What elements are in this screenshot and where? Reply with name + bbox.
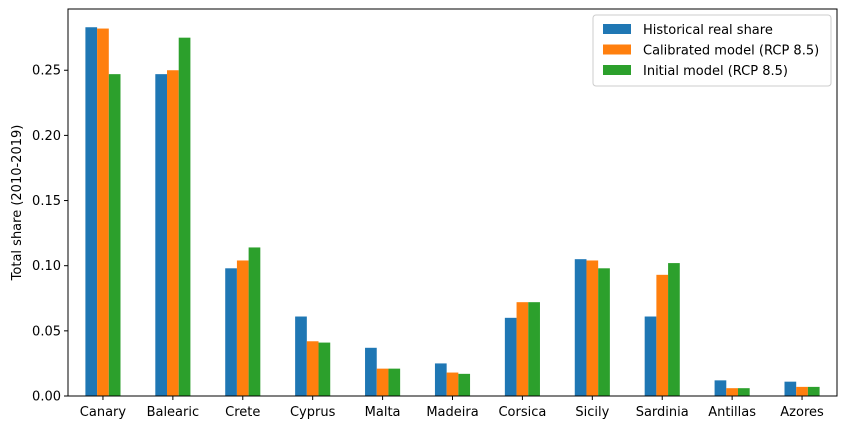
x-tick-label-azores: Azores bbox=[780, 405, 824, 420]
bars-group bbox=[85, 27, 820, 397]
bar-malta-series-3 bbox=[388, 368, 401, 396]
bar-corsica-series-2 bbox=[516, 302, 529, 396]
legend-swatch-1 bbox=[603, 24, 631, 34]
bar-canary-series-3 bbox=[108, 74, 121, 397]
bar-crete-series-2 bbox=[236, 260, 249, 396]
y-tick-label-3: 0.15 bbox=[32, 194, 61, 209]
bar-sicily-series-3 bbox=[598, 268, 610, 396]
bar-sardinia-series-1 bbox=[644, 316, 657, 396]
x-tick-label-crete: Crete bbox=[225, 405, 260, 420]
bar-sardinia-series-2 bbox=[656, 274, 669, 396]
bar-azores-series-2 bbox=[796, 386, 808, 396]
y-tick-label-0: 0.00 bbox=[32, 390, 61, 405]
y-axis-label: Total share (2010-2019) bbox=[10, 125, 25, 282]
bar-sicily-series-2 bbox=[586, 260, 599, 396]
bar-cyprus-series-2 bbox=[306, 341, 319, 396]
legend: Historical real share Calibrated model (R… bbox=[592, 14, 832, 87]
legend-label-2: Calibrated model (RCP 8.5) bbox=[643, 44, 819, 59]
x-tick-label-sicily: Sicily bbox=[575, 405, 609, 420]
bar-cyprus-series-1 bbox=[295, 316, 307, 396]
bar-malta-series-2 bbox=[376, 368, 389, 396]
bar-madeira-series-3 bbox=[458, 373, 471, 396]
bar-crete-series-1 bbox=[225, 268, 237, 396]
bar-madeira-series-1 bbox=[434, 363, 447, 396]
x-tick-label-madeira: Madeira bbox=[426, 405, 478, 420]
legend-swatch-2 bbox=[603, 44, 631, 55]
bar-crete-series-3 bbox=[248, 247, 261, 396]
y-tick-label-5: 0.25 bbox=[32, 64, 61, 79]
x-tick-label-balearic: Balearic bbox=[147, 405, 200, 420]
y-tick-label-1: 0.05 bbox=[32, 324, 61, 339]
bar-antillas-series-3 bbox=[737, 388, 750, 396]
x-tick-label-corsica: Corsica bbox=[498, 405, 546, 420]
bar-corsica-series-3 bbox=[528, 302, 540, 396]
x-tick-label-canary: Canary bbox=[80, 405, 127, 420]
x-ticks-group: Canary Balearic Crete Cyprus Malta Madeira Cor… bbox=[80, 396, 824, 420]
legend-label-3: Initial model (RCP 8.5) bbox=[643, 64, 788, 79]
y-tick-label-2: 0.10 bbox=[32, 259, 61, 274]
legend-swatch-3 bbox=[603, 65, 631, 75]
y-tick-label-4: 0.20 bbox=[32, 129, 61, 144]
x-tick-label-cyprus: Cyprus bbox=[290, 405, 336, 420]
bar-sardinia-series-3 bbox=[668, 263, 680, 396]
bar-azores-series-3 bbox=[807, 386, 820, 396]
legend-box bbox=[592, 14, 832, 87]
bar-corsica-series-1 bbox=[504, 317, 517, 396]
bar-canary-series-2 bbox=[97, 28, 109, 397]
bar-sicily-series-1 bbox=[574, 259, 587, 396]
x-tick-label-malta: Malta bbox=[365, 405, 401, 420]
bar-balearic-series-3 bbox=[178, 37, 191, 397]
x-tick-label-sardinia: Sardinia bbox=[636, 405, 689, 420]
bar-balearic-series-2 bbox=[167, 70, 179, 397]
bar-malta-series-1 bbox=[365, 347, 377, 396]
x-tick-label-antillas: Antillas bbox=[708, 405, 756, 420]
bar-azores-series-1 bbox=[784, 381, 797, 396]
bar-antillas-series-1 bbox=[714, 380, 727, 396]
bar-antillas-series-2 bbox=[726, 388, 738, 396]
bar-canary-series-1 bbox=[85, 27, 98, 397]
legend-label-1: Historical real share bbox=[643, 23, 773, 38]
bar-balearic-series-1 bbox=[155, 74, 168, 397]
bar-cyprus-series-3 bbox=[318, 342, 331, 396]
bar-madeira-series-2 bbox=[446, 372, 459, 396]
y-ticks-group: 0.00 0.05 0.10 0.15 0.20 0.25 bbox=[32, 64, 68, 405]
